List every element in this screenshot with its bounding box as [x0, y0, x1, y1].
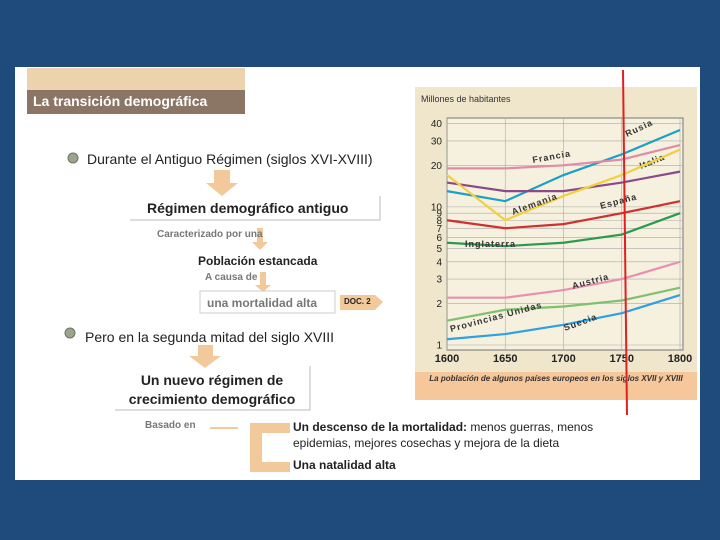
- title-bar: [27, 90, 245, 114]
- y-tick-label: 20: [431, 161, 443, 172]
- x-tick-label: 1650: [493, 353, 517, 365]
- bullet: [67, 152, 79, 164]
- basis-text: menos guerras, menos epidemias, mejores …: [293, 420, 594, 450]
- box-text: una mortalidad alta: [207, 296, 318, 310]
- series-line: [446, 129, 681, 203]
- y-tick-label: 2: [436, 299, 442, 310]
- arrow: [255, 272, 271, 292]
- y-tick-label: 30: [431, 136, 443, 147]
- doc-tag-shape: [340, 295, 383, 310]
- bracket: [250, 423, 290, 472]
- box-text: Un nuevo régimen de crecimiento demográf…: [128, 372, 296, 407]
- x-tick-label: 1800: [668, 353, 692, 365]
- box: [199, 290, 336, 314]
- x-tick-label: 1600: [435, 353, 459, 365]
- arrow: [189, 345, 221, 368]
- box-border: [115, 366, 311, 411]
- caption-box: La población de algunos países europeos …: [429, 374, 683, 383]
- basis-label: Una natalidad alta: [293, 458, 396, 472]
- series-line: [446, 148, 681, 222]
- box-text: Población estancada: [198, 254, 318, 268]
- x-tick-label: 1750: [610, 353, 634, 365]
- y-tick-label: 10: [431, 202, 443, 213]
- basis-item: Un descenso de la mortalidad: menos guer…: [293, 419, 643, 451]
- series-line: [447, 144, 681, 170]
- box-text: Régimen demográfico antiguo: [147, 200, 349, 216]
- series-line: [446, 200, 681, 230]
- bullet-text: Durante el Antiguo Régimen (siglos XVI-X…: [87, 151, 373, 167]
- box-border: [130, 196, 381, 221]
- y-tick-label: 8: [436, 216, 442, 227]
- y-tick-label: 6: [436, 233, 442, 244]
- y-tick-label: 4: [436, 257, 442, 268]
- series-label: Inglaterra: [465, 239, 516, 249]
- series-line: [447, 260, 681, 299]
- caption-band: [415, 372, 697, 400]
- series-line: [446, 286, 681, 322]
- y-tick-label: 7: [436, 224, 442, 235]
- y-axis-title: Millones de habitantes: [421, 94, 511, 104]
- chart: Millones de habitantes La población de a…: [415, 87, 697, 400]
- y-tick-label: 1: [436, 340, 442, 351]
- chart-caption: La población de algunos países europeos …: [429, 374, 683, 383]
- series-line: [446, 170, 681, 193]
- series-line: [446, 293, 681, 341]
- y-tick-label: 5: [436, 244, 442, 255]
- bullet: [64, 327, 76, 339]
- basis-label: Un descenso de la mortalidad:: [293, 420, 468, 434]
- note: A causa de: [205, 272, 258, 283]
- slide-title: La transición demográfica: [33, 93, 208, 109]
- arrow: [252, 228, 268, 250]
- series-line: [446, 212, 681, 248]
- x-tick-label: 1700: [551, 353, 575, 365]
- y-tick-label: 3: [436, 275, 442, 286]
- y-tick-label: 40: [431, 119, 443, 130]
- arrow: [206, 170, 238, 196]
- note: Caracterizado por una: [157, 229, 263, 240]
- title-band: [27, 68, 245, 90]
- bullet-text: Pero en la segunda mitad del siglo XVIII: [85, 329, 335, 345]
- doc-tag: DOC. 2: [344, 297, 371, 306]
- note: Basado en: [145, 420, 196, 431]
- y-tick-label: 9: [436, 209, 442, 220]
